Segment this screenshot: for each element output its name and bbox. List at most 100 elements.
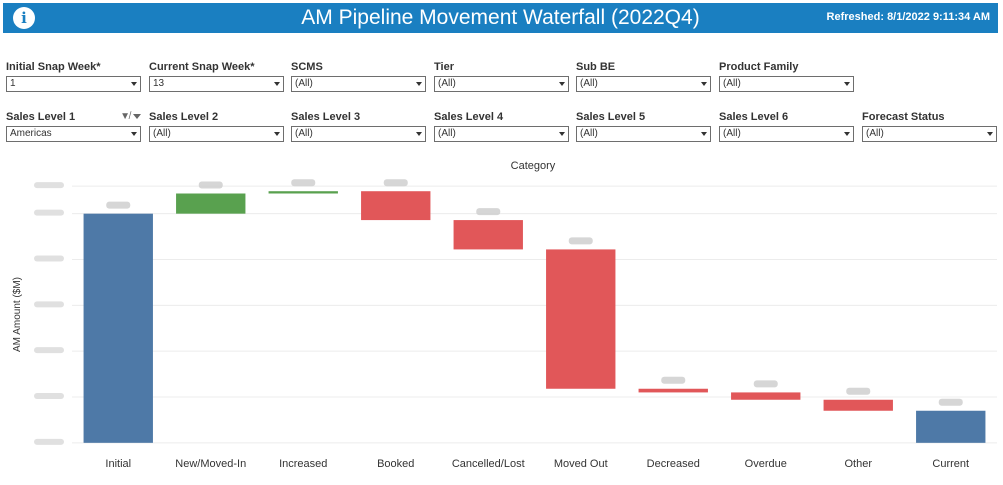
select-value: (All): [580, 78, 598, 89]
filter-label: Product Family: [719, 61, 799, 73]
select-value: 1: [10, 78, 16, 89]
product-family-select[interactable]: (All): [719, 76, 854, 92]
filter-label: SCMS: [291, 61, 323, 73]
filter-sub-be: Sub BE (All): [576, 60, 711, 92]
x-tick-label: Initial: [105, 458, 131, 470]
chevron-down-icon: [987, 132, 993, 136]
sales-level-5-select[interactable]: (All): [576, 126, 711, 142]
sales-level-6-select[interactable]: (All): [719, 126, 854, 142]
filter-label: Sales Level 4: [434, 111, 504, 123]
data-label-blur: [661, 376, 686, 384]
filter-tools: ▼̸: [120, 111, 141, 122]
bar-overdue: [731, 392, 801, 400]
y-tick-blur: [34, 393, 64, 399]
scms-select[interactable]: (All): [291, 76, 426, 92]
chevron-down-icon: [416, 82, 422, 86]
x-tick-label: Other: [844, 458, 872, 470]
filter-label: Sales Level 2: [149, 111, 219, 123]
chevron-down-icon: [701, 82, 707, 86]
y-tick-blur: [34, 301, 64, 308]
y-tick-blur: [34, 209, 64, 216]
sales-level-1-select[interactable]: Americas: [6, 126, 141, 142]
filter-sales-level-4: Sales Level 4 (All): [434, 110, 569, 142]
data-label-blur: [106, 201, 131, 209]
chevron-down-icon: [416, 132, 422, 136]
y-tick-blur: [34, 347, 64, 354]
forecast-status-select[interactable]: (All): [862, 126, 997, 142]
filter-label: Forecast Status: [862, 111, 945, 123]
tier-select[interactable]: (All): [434, 76, 569, 92]
x-tick-label: Overdue: [745, 458, 787, 470]
sales-level-2-select[interactable]: (All): [149, 126, 284, 142]
filter-label: Sales Level 3: [291, 111, 361, 123]
data-label-blur: [846, 387, 871, 395]
sub-be-select[interactable]: (All): [576, 76, 711, 92]
page-title: AM Pipeline Movement Waterfall (2022Q4): [301, 6, 700, 29]
filter-initial-snap-week: Initial Snap Week* 1: [6, 60, 141, 92]
chevron-down-icon: [559, 132, 565, 136]
data-label-blur: [291, 179, 316, 187]
data-label-blur: [198, 181, 223, 189]
select-value: (All): [866, 128, 884, 139]
bar-decreased: [638, 388, 708, 393]
filter-current-snap-week: Current Snap Week* 13: [149, 60, 284, 92]
filter-sales-level-3: Sales Level 3 (All): [291, 110, 426, 142]
filter-label: Sales Level 6: [719, 111, 789, 123]
bar-other: [823, 399, 893, 411]
initial-snap-week-select[interactable]: 1: [6, 76, 141, 92]
chevron-down-icon: [274, 132, 280, 136]
current-snap-week-select[interactable]: 13: [149, 76, 284, 92]
data-label-blur: [476, 208, 501, 216]
filter-product-family: Product Family (All): [719, 60, 854, 92]
chevron-down-icon: [844, 82, 850, 86]
chevron-down-icon: [701, 132, 707, 136]
filter-forecast-status: Forecast Status (All): [862, 110, 997, 142]
sales-level-4-select[interactable]: (All): [434, 126, 569, 142]
y-tick-blur: [34, 182, 64, 189]
x-tick-label: Decreased: [647, 458, 700, 470]
bar-initial: [83, 213, 153, 443]
filter-sales-level-5: Sales Level 5 (All): [576, 110, 711, 142]
waterfall-chart: Category AM Amount ($M) Initial New/Moved-I…: [0, 155, 1003, 485]
clear-filter-icon[interactable]: ▼̸: [120, 111, 130, 122]
refresh-timestamp: Refreshed: 8/1/2022 9:11:34 AM: [826, 11, 990, 23]
x-tick-label: New/Moved-In: [175, 458, 246, 470]
select-value: (All): [723, 78, 741, 89]
filter-label: Current Snap Week*: [149, 61, 255, 73]
select-value: (All): [153, 128, 171, 139]
y-axis-label: AM Amount ($M): [12, 277, 23, 352]
info-icon[interactable]: i: [13, 7, 35, 29]
chevron-down-icon: [131, 82, 137, 86]
bar-new-moved-in: [176, 193, 246, 214]
filter-sales-level-2: Sales Level 2 (All): [149, 110, 284, 142]
y-tick-blur: [34, 438, 64, 445]
chevron-down-icon: [844, 132, 850, 136]
bar-increased: [268, 191, 338, 194]
filter-label: Tier: [434, 61, 454, 73]
select-value: Americas: [10, 128, 52, 139]
dashboard-header: i AM Pipeline Movement Waterfall (2022Q4…: [3, 3, 998, 33]
data-label-blur: [753, 380, 778, 388]
select-value: (All): [438, 78, 456, 89]
select-value: 13: [153, 78, 165, 89]
filter-menu-icon[interactable]: [133, 113, 141, 119]
filter-sales-level-6: Sales Level 6 (All): [719, 110, 854, 142]
chevron-down-icon: [131, 132, 137, 136]
x-tick-label: Cancelled/Lost: [452, 458, 525, 470]
filter-label: Sub BE: [576, 61, 616, 73]
y-tick-blur: [34, 255, 64, 262]
bar-booked: [361, 191, 431, 221]
data-label-blur: [938, 398, 963, 406]
x-tick-label: Booked: [377, 458, 414, 470]
filter-label: Sales Level 5: [576, 111, 646, 123]
x-tick-label: Current: [932, 458, 969, 470]
select-value: (All): [438, 128, 456, 139]
chart-title: Category: [511, 160, 556, 172]
select-value: (All): [295, 78, 313, 89]
filter-tier: Tier (All): [434, 60, 569, 92]
bar-moved-out: [546, 249, 616, 389]
select-value: (All): [580, 128, 598, 139]
sales-level-3-select[interactable]: (All): [291, 126, 426, 142]
filter-scms: SCMS (All): [291, 60, 426, 92]
x-tick-label: Moved Out: [554, 458, 608, 470]
